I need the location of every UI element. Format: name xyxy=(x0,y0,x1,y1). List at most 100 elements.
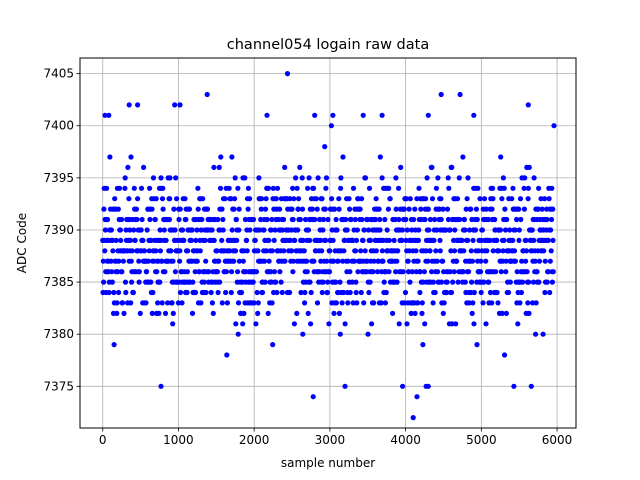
data-point xyxy=(136,258,142,264)
data-point xyxy=(360,237,366,243)
x-tick-label: 2000 xyxy=(239,433,270,447)
data-point xyxy=(547,289,553,296)
data-point xyxy=(203,289,209,296)
data-point xyxy=(483,321,489,327)
data-point xyxy=(487,289,494,296)
data-point xyxy=(490,248,496,254)
data-point xyxy=(299,206,306,212)
data-point xyxy=(190,279,196,285)
data-point xyxy=(222,196,228,202)
data-point xyxy=(372,216,379,223)
data-point xyxy=(269,300,275,306)
data-point xyxy=(403,196,409,202)
data-point xyxy=(158,383,164,389)
y-tick-label: 7395 xyxy=(43,171,74,185)
data-point xyxy=(497,227,503,233)
data-point xyxy=(197,248,203,254)
data-point xyxy=(511,248,518,254)
data-point xyxy=(369,321,375,327)
data-point xyxy=(308,321,314,327)
data-point xyxy=(122,175,128,181)
data-point xyxy=(224,352,230,358)
data-point xyxy=(335,258,341,264)
data-point xyxy=(247,227,253,233)
data-point xyxy=(406,269,412,275)
data-point xyxy=(468,248,474,254)
data-point xyxy=(159,258,165,264)
data-point xyxy=(475,248,482,254)
data-point xyxy=(166,216,172,223)
data-point xyxy=(179,300,185,306)
data-point xyxy=(415,237,421,243)
data-point xyxy=(102,248,108,254)
data-point xyxy=(444,206,451,212)
data-point xyxy=(219,300,225,306)
data-point xyxy=(110,248,116,254)
data-point xyxy=(499,310,505,316)
data-point xyxy=(144,227,150,233)
data-point xyxy=(330,237,336,243)
data-point xyxy=(209,300,215,306)
data-point xyxy=(371,258,377,264)
data-point xyxy=(481,279,487,285)
data-point xyxy=(226,248,233,254)
data-point xyxy=(270,342,276,348)
data-point xyxy=(119,216,125,223)
data-point xyxy=(358,289,364,296)
data-point xyxy=(387,196,393,202)
data-point xyxy=(536,279,542,285)
y-tick-label: 7405 xyxy=(43,67,74,81)
data-point xyxy=(305,185,311,191)
data-point xyxy=(361,227,367,233)
data-point xyxy=(418,206,424,212)
data-point xyxy=(548,248,554,254)
data-point xyxy=(229,154,235,160)
data-point xyxy=(131,227,137,233)
data-point xyxy=(203,258,209,264)
data-point xyxy=(551,123,557,129)
data-point xyxy=(236,258,242,264)
data-point xyxy=(160,206,166,212)
data-point xyxy=(542,258,548,264)
data-point xyxy=(305,310,311,316)
data-point xyxy=(385,206,391,212)
data-point xyxy=(317,237,324,243)
data-point xyxy=(160,185,166,191)
data-point xyxy=(533,331,539,337)
data-point xyxy=(150,175,157,181)
data-point xyxy=(156,310,162,316)
data-point xyxy=(375,269,381,275)
data-point xyxy=(538,196,544,202)
data-point xyxy=(295,206,301,212)
data-point xyxy=(122,185,128,191)
data-point xyxy=(273,279,279,285)
data-point xyxy=(377,154,383,160)
data-point xyxy=(348,216,354,223)
data-point xyxy=(307,237,313,243)
x-tick-label: 6000 xyxy=(542,433,573,447)
data-point xyxy=(177,289,184,296)
data-point xyxy=(502,206,508,212)
data-point xyxy=(523,258,529,264)
data-point xyxy=(315,175,321,181)
data-point xyxy=(244,248,250,254)
data-point xyxy=(170,310,176,316)
data-point xyxy=(254,289,260,296)
data-point xyxy=(127,237,133,243)
data-point xyxy=(521,206,528,212)
data-point xyxy=(129,279,135,285)
data-point xyxy=(189,227,195,233)
data-point xyxy=(290,185,296,191)
data-point xyxy=(281,248,287,254)
data-point xyxy=(547,258,553,264)
data-point xyxy=(159,196,166,202)
data-point xyxy=(434,227,440,233)
data-point xyxy=(423,196,429,202)
data-point xyxy=(183,216,189,223)
data-point xyxy=(305,227,312,233)
data-point xyxy=(355,269,361,275)
data-point xyxy=(175,300,181,306)
data-point xyxy=(135,196,141,202)
data-point xyxy=(288,227,294,233)
data-point xyxy=(266,237,272,243)
